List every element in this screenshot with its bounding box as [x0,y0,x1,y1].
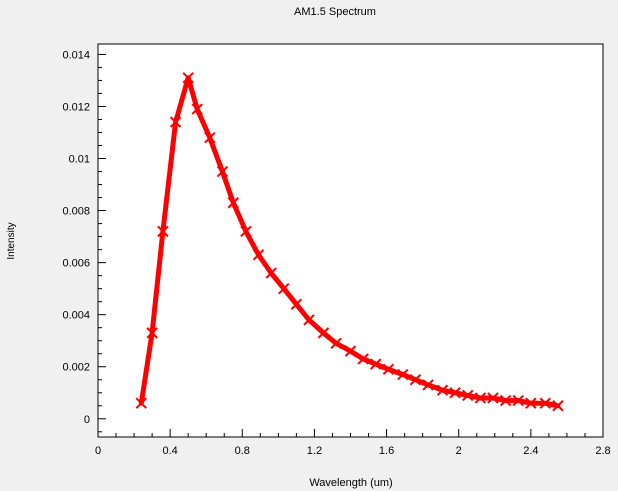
data-point-marker [357,353,369,365]
data-point-marker [278,282,290,295]
data-point-marker [512,394,524,407]
data-point-marker [539,397,551,409]
data-point-marker [169,116,182,128]
y-tick-label: 0.006 [62,258,90,270]
data-point-marker [204,131,216,144]
plot-area [97,43,604,438]
chart-title: AM1.5 Spectrum [294,6,376,18]
data-point-marker [382,363,395,376]
y-axis: 0 0.002 0.004 0.006 0.008 0.01 0.012 0.014 [62,49,106,433]
data-point-marker [525,397,537,409]
x-tick-label: 0.8 [235,445,250,457]
x-tick-label: 1.6 [379,445,394,457]
data-point-marker [146,327,158,339]
data-point-marker [182,72,194,84]
x-tick-label: 0.4 [162,445,177,457]
y-tick-label: 0.012 [62,101,90,113]
x-tick-label: 2.4 [523,445,538,457]
y-tick-label: 0 [84,414,90,426]
data-point-marker [290,298,303,310]
data-point-marker [216,165,229,178]
data-point-marker [227,197,239,209]
x-tick-label: 2.8 [595,445,610,457]
data-point-marker [462,389,474,402]
data-point-marker [317,327,330,339]
y-axis-title: Intensity [6,222,17,259]
x-tick-label: 2 [456,445,462,457]
y-tick-label: 0.008 [62,206,90,218]
data-point-marker [422,379,434,391]
x-tick-label: 0 [95,445,101,457]
x-axis-title: Wavelength (um) [309,477,392,489]
y-tick-label: 0.004 [62,310,90,322]
series-markers [135,72,564,412]
data-point-marker [487,392,499,404]
data-point-marker [240,225,252,238]
data-point-marker [552,400,564,412]
y-tick-label: 0.002 [62,362,90,374]
x-axis: 0 0.4 0.8 1.2 1.6 2 2.4 2.8 [95,429,611,457]
data-point-marker [499,394,512,407]
data-point-marker [265,267,277,279]
data-point-marker [409,374,422,386]
data-point-marker [252,249,265,261]
x-tick-label: 1.2 [307,445,322,457]
data-point-marker [397,368,409,381]
y-tick-label: 0.01 [69,154,90,166]
data-point-marker [344,345,357,357]
data-point-marker [303,314,315,326]
data-point-marker [330,337,342,350]
data-point-marker [157,225,169,238]
series-line [138,75,561,409]
data-point-marker [191,103,203,115]
data-point-marker [449,387,461,399]
data-point-marker [474,392,487,404]
data-point-marker [370,358,382,370]
data-point-marker [135,397,147,409]
data-point-marker [436,384,449,396]
y-tick-label: 0.014 [62,49,90,61]
